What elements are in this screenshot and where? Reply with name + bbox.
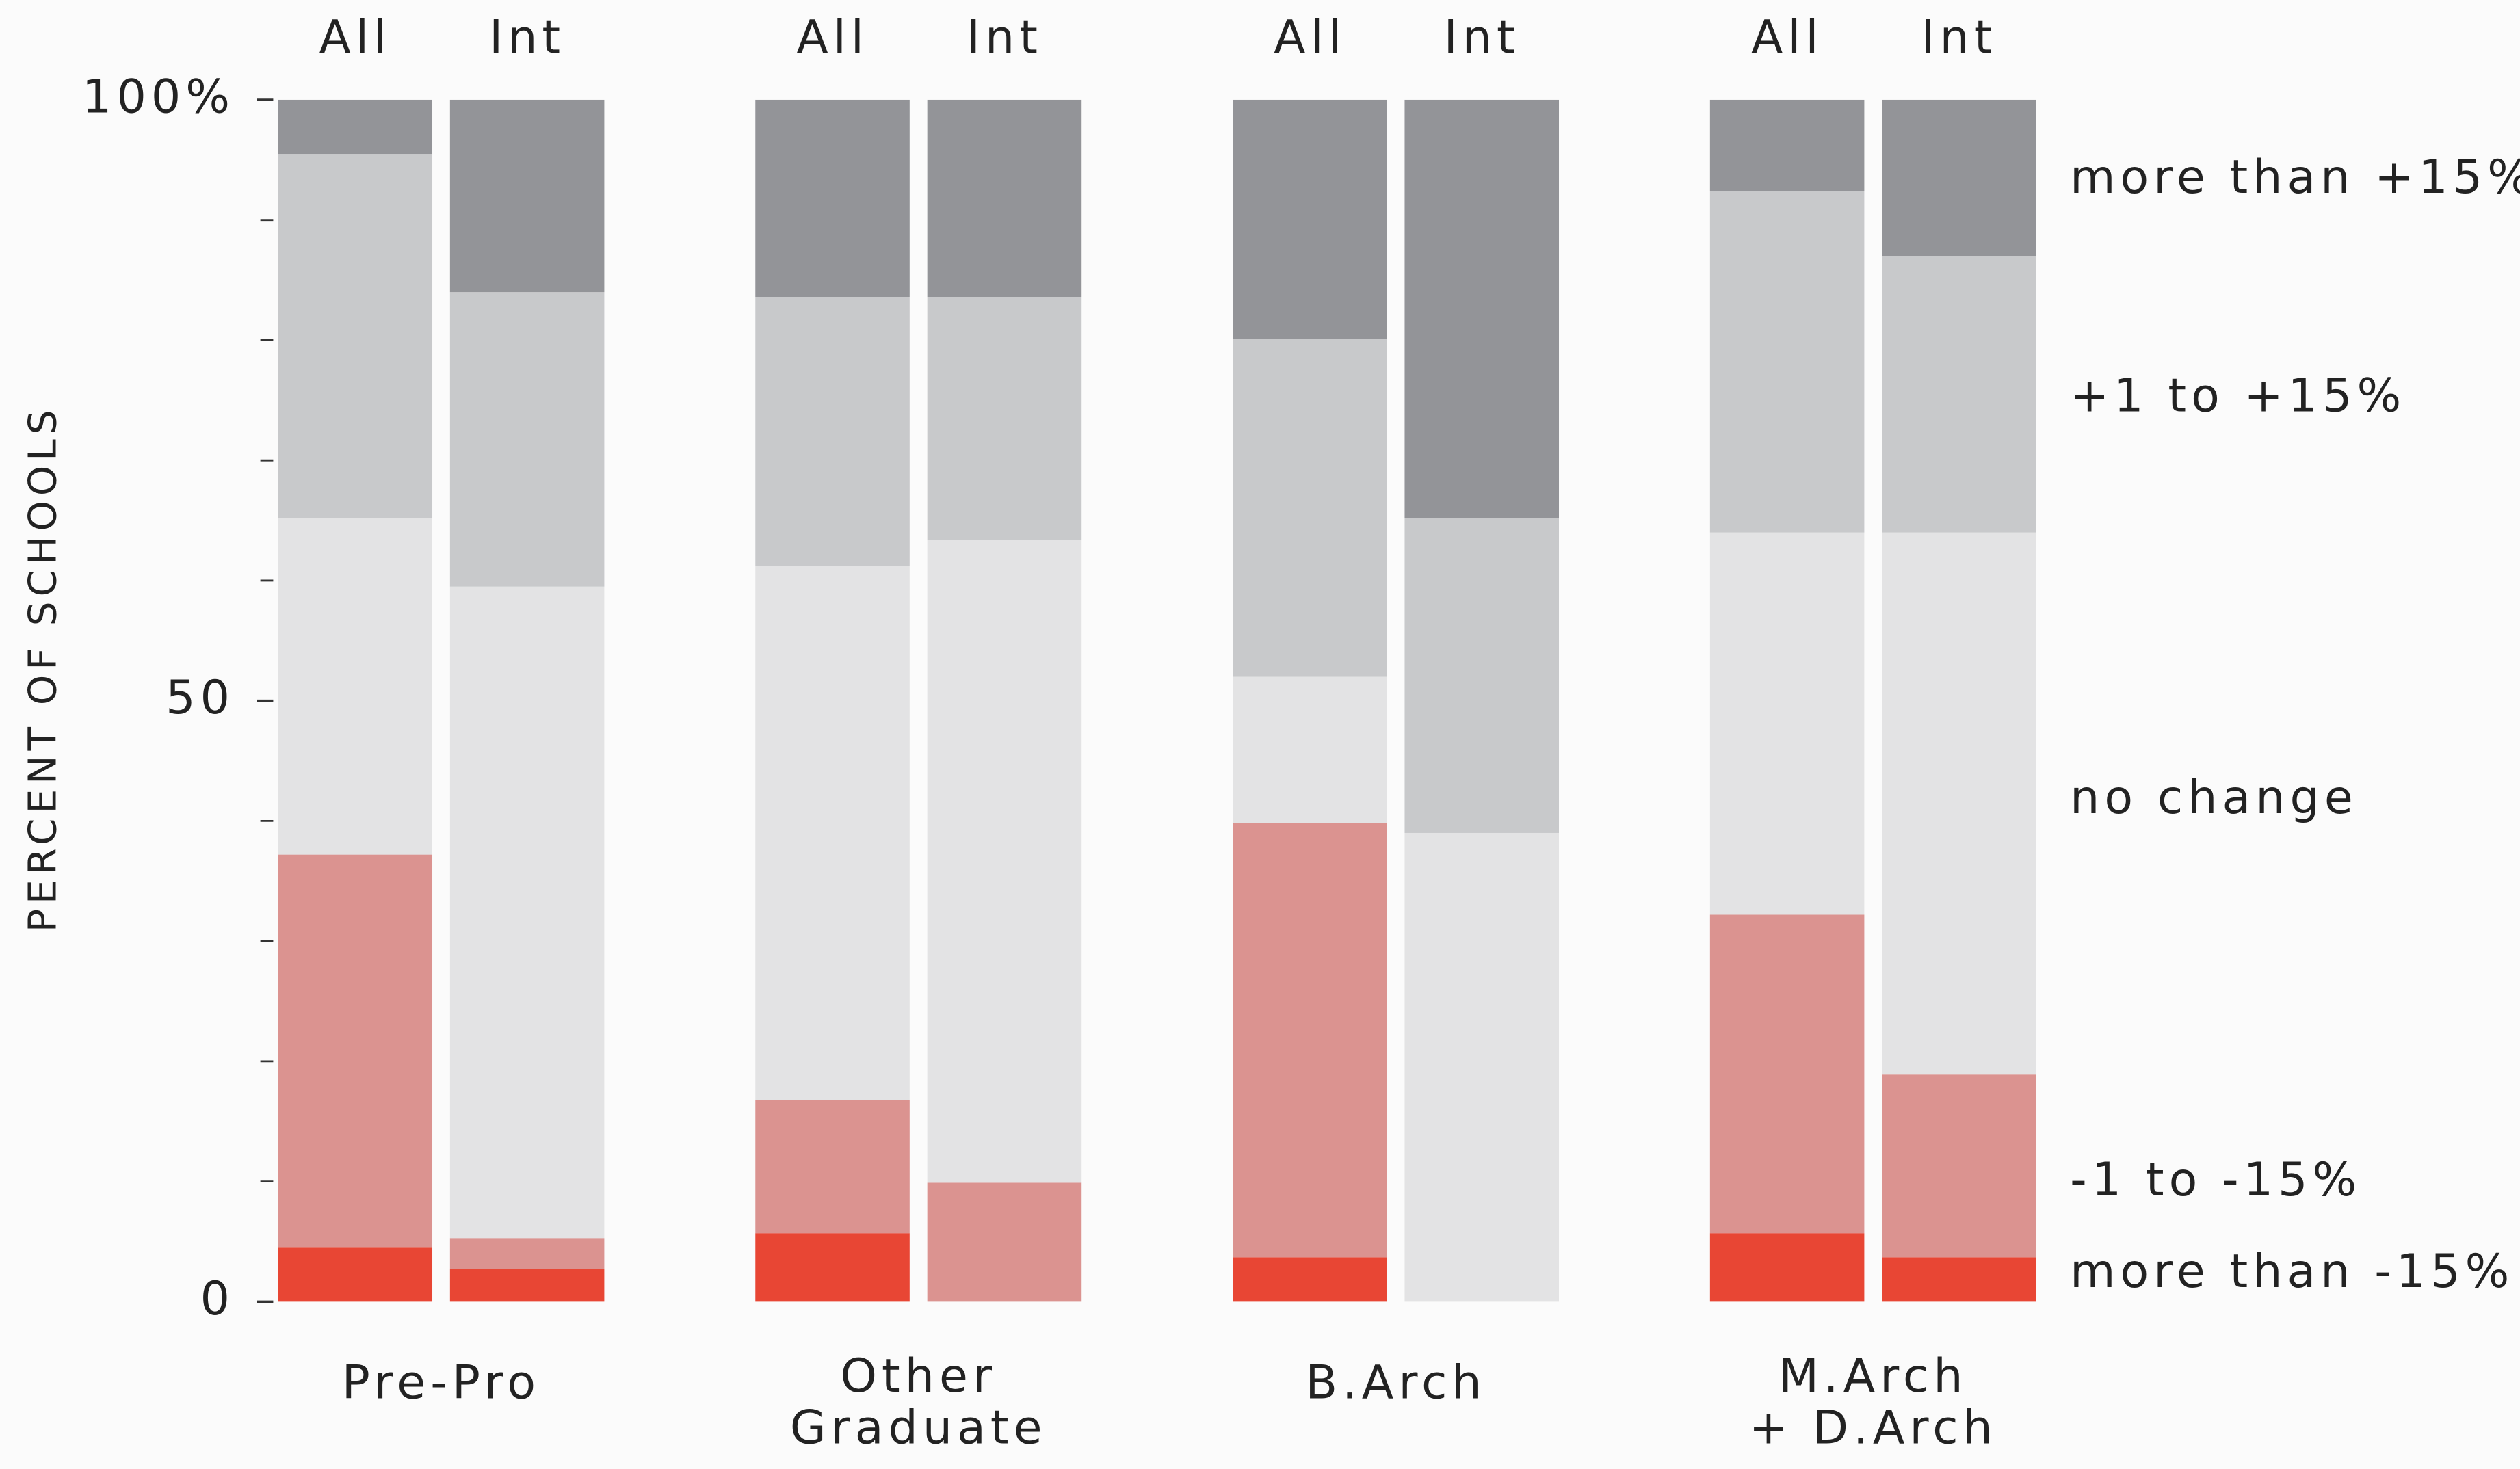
bar-segment <box>1709 532 1865 915</box>
bar-segment <box>1233 99 1387 339</box>
bar-segment <box>1404 518 1560 833</box>
bar-segment <box>755 566 910 1100</box>
bar-segment <box>278 1247 433 1302</box>
bar-segment <box>1404 832 1560 1302</box>
x-tick-label-line: Other <box>840 1349 997 1403</box>
bar-segment <box>449 1238 605 1269</box>
legend-label: more than -15% <box>2070 1245 2514 1299</box>
bar-sub-label: All <box>1274 11 1346 65</box>
x-tick-label: M.Arch + D.Arch <box>1749 1349 1997 1455</box>
bar-segment <box>278 854 433 1248</box>
y-tick-label: 100% <box>82 70 235 124</box>
bar-segment <box>1233 339 1387 677</box>
bar-sub-label: All <box>796 11 869 65</box>
y-tick-label: 0 <box>200 1272 235 1326</box>
bar-segment <box>755 297 910 566</box>
bar-segment <box>1233 676 1387 823</box>
x-tick-label-line: M.Arch <box>1779 1349 1967 1403</box>
bar-segment <box>278 518 433 855</box>
bar-segment <box>1709 1233 1865 1302</box>
bar-segment <box>449 586 605 1239</box>
bar-segment <box>1233 823 1387 1258</box>
x-tick-label-line: B.Arch <box>1305 1355 1486 1410</box>
bar-segment <box>278 99 433 155</box>
bar-segment <box>1233 1257 1387 1302</box>
bar-sub-label: Int <box>1444 11 1520 65</box>
bar-segment <box>927 1182 1082 1302</box>
x-tick-label: B.Arch <box>1305 1355 1486 1410</box>
legend-label: more than +15% <box>2070 150 2520 204</box>
bar-sub-label: Int <box>489 11 565 65</box>
legend-label: no change <box>2070 771 2358 825</box>
bar-sub-label: Int <box>967 11 1042 65</box>
bar-sub-label: All <box>1751 11 1824 65</box>
bar-segment <box>1709 191 1865 533</box>
bar-segment <box>1882 1074 2036 1258</box>
bar-segment <box>1882 532 2036 1075</box>
bar-segment <box>1882 1257 2036 1302</box>
y-tick-label: 50 <box>166 671 235 725</box>
x-tick-label-line: Graduate <box>790 1401 1047 1455</box>
bar-segment <box>1882 256 2036 533</box>
x-tick-label-line: Pre-Pro <box>342 1355 540 1410</box>
bar-segment <box>927 297 1082 540</box>
x-tick-label: Pre-Pro <box>342 1355 540 1410</box>
bar-segment <box>449 99 605 293</box>
bar-segment <box>1404 99 1560 518</box>
bar-segment <box>1709 914 1865 1234</box>
bar-segment <box>755 1233 910 1302</box>
bar-segment <box>927 540 1082 1183</box>
bar-segment <box>449 1269 605 1302</box>
legend-label: +1 to +15% <box>2070 369 2406 423</box>
y-axis-label: PERCENT OF SCHOOLS <box>21 405 65 932</box>
x-tick-label-line: + D.Arch <box>1749 1401 1997 1455</box>
bar-segment <box>278 154 433 518</box>
bar-segment <box>1882 99 2036 256</box>
bar-segment <box>449 292 605 587</box>
x-tick-label: Other Graduate <box>790 1349 1047 1455</box>
bar-segment <box>927 99 1082 297</box>
bar-segment <box>755 99 910 297</box>
legend-label: -1 to -15% <box>2070 1153 2361 1207</box>
bar-sub-label: Int <box>1921 11 1997 65</box>
bar-segment <box>1709 99 1865 191</box>
bar-segment <box>755 1100 910 1234</box>
bar-sub-label: All <box>319 11 391 65</box>
